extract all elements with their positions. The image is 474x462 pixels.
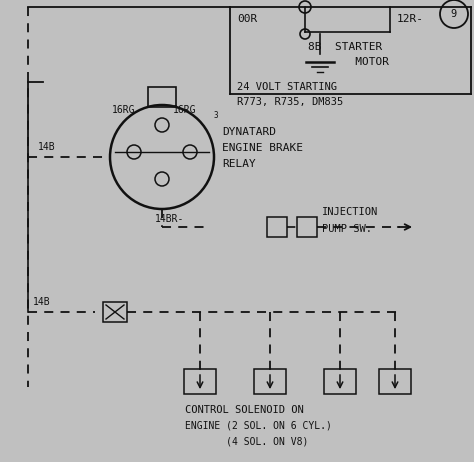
Text: ENGINE BRAKE: ENGINE BRAKE bbox=[222, 143, 303, 153]
Bar bbox=[148, 87, 176, 107]
Text: INJECTION: INJECTION bbox=[322, 207, 378, 217]
Text: 3: 3 bbox=[214, 111, 219, 121]
Text: 16RG: 16RG bbox=[173, 105, 197, 115]
Bar bbox=[324, 369, 356, 394]
Text: 14B: 14B bbox=[38, 142, 55, 152]
Bar bbox=[254, 369, 286, 394]
Text: 24 VOLT STARTING: 24 VOLT STARTING bbox=[237, 82, 337, 92]
Text: 8B  STARTER: 8B STARTER bbox=[308, 42, 382, 52]
Bar bbox=[103, 302, 127, 322]
Text: R773, R735, DM835: R773, R735, DM835 bbox=[237, 97, 343, 107]
Text: RELAY: RELAY bbox=[222, 159, 256, 169]
Text: DYNATARD: DYNATARD bbox=[222, 127, 276, 137]
Text: PUMP SW.: PUMP SW. bbox=[322, 224, 372, 234]
Text: 14B: 14B bbox=[33, 297, 51, 307]
Text: 14BR-: 14BR- bbox=[155, 214, 184, 224]
Text: 00R: 00R bbox=[237, 14, 257, 24]
Text: 16RG: 16RG bbox=[112, 105, 136, 115]
Bar bbox=[379, 369, 411, 394]
Text: (4 SOL. ON V8): (4 SOL. ON V8) bbox=[185, 437, 309, 447]
Text: 9: 9 bbox=[451, 9, 457, 19]
Text: CONTROL SOLENOID ON: CONTROL SOLENOID ON bbox=[185, 405, 304, 415]
Bar bbox=[184, 369, 216, 394]
Bar bbox=[267, 217, 287, 237]
Text: ENGINE (2 SOL. ON 6 CYL.): ENGINE (2 SOL. ON 6 CYL.) bbox=[185, 421, 332, 431]
Bar bbox=[297, 217, 317, 237]
Text: 12R-: 12R- bbox=[397, 14, 424, 24]
Text: MOTOR: MOTOR bbox=[308, 57, 389, 67]
